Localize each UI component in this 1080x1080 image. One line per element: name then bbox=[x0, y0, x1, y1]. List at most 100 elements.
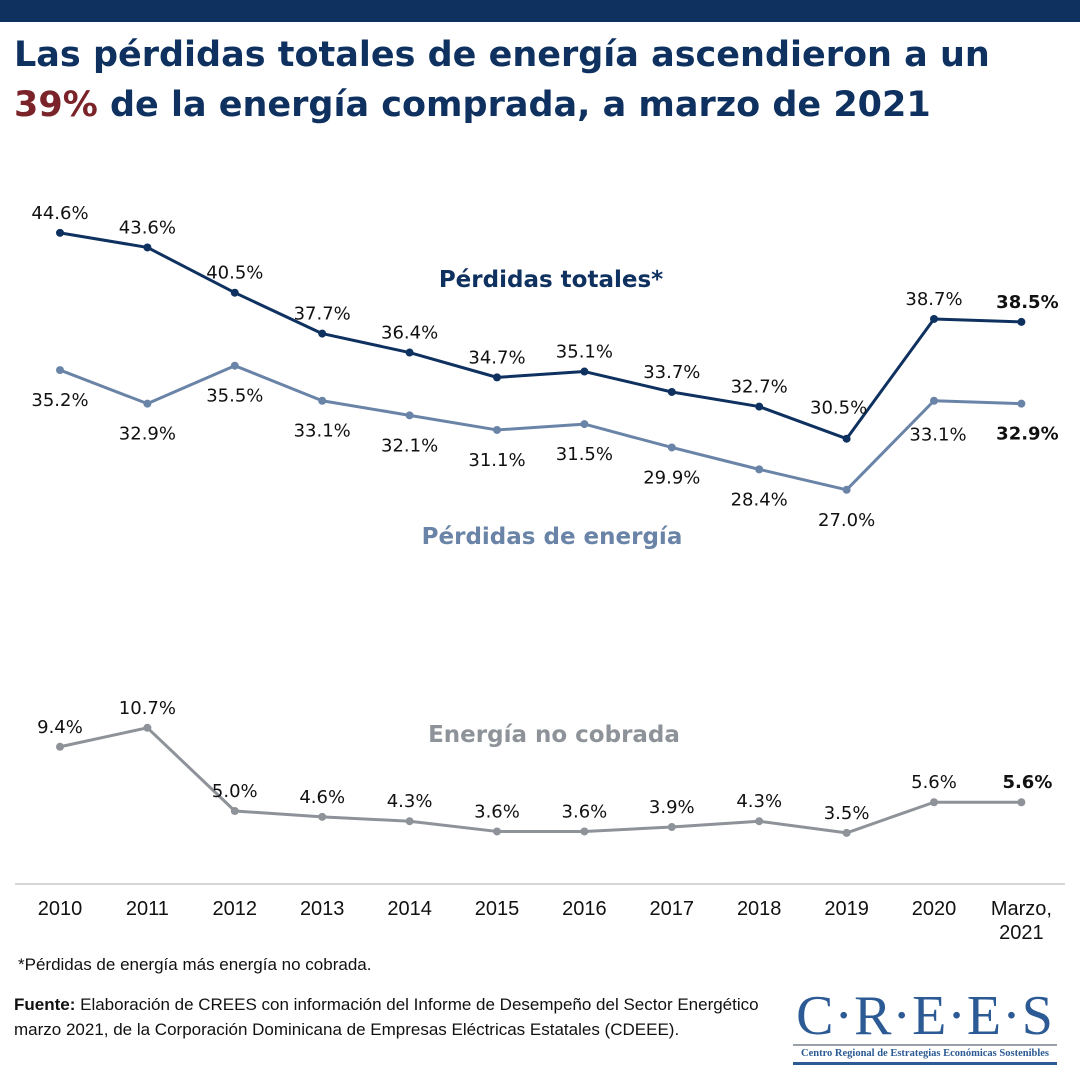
data-label-energia-no-cobrada: 5.6% bbox=[911, 772, 957, 793]
data-label-perdidas-de-energia: 31.5% bbox=[556, 444, 613, 465]
x-tick-label: 2013 bbox=[300, 898, 345, 920]
x-tick-label: 2016 bbox=[562, 898, 607, 920]
data-point-perdidas-de-energia bbox=[667, 443, 676, 452]
series-line-perdidas-totales bbox=[59, 231, 1022, 441]
x-tick-label: 2012 bbox=[213, 898, 258, 920]
data-label-perdidas-totales: 35.1% bbox=[556, 342, 613, 363]
data-point-energia-no-cobrada bbox=[842, 828, 851, 837]
data-label-energia-no-cobrada: 4.3% bbox=[736, 791, 782, 812]
data-label-perdidas-totales: 36.4% bbox=[381, 323, 438, 344]
data-label-energia-no-cobrada: 5.0% bbox=[212, 781, 258, 802]
data-label-energia-no-cobrada: 3.9% bbox=[649, 797, 695, 818]
data-label-perdidas-totales: 34.7% bbox=[468, 347, 525, 368]
data-label-energia-no-cobrada: 5.6% bbox=[1002, 772, 1052, 793]
data-label-perdidas-de-energia: 33.1% bbox=[294, 421, 351, 442]
data-point-perdidas-de-energia bbox=[493, 425, 501, 434]
data-label-perdidas-de-energia: 32.9% bbox=[119, 424, 176, 445]
data-point-perdidas-totales bbox=[405, 348, 414, 357]
data-point-perdidas-de-energia bbox=[318, 396, 327, 405]
data-point-perdidas-de-energia bbox=[930, 396, 938, 405]
title-part2: de la energía comprada, a marzo de 2021 bbox=[97, 85, 931, 125]
source-label: Fuente: bbox=[14, 995, 76, 1014]
data-point-perdidas-totales bbox=[755, 402, 764, 411]
x-tick-label: 2017 bbox=[650, 898, 695, 920]
data-label-energia-no-cobrada: 4.6% bbox=[299, 787, 345, 808]
data-label-perdidas-de-energia: 28.4% bbox=[731, 489, 788, 510]
data-point-perdidas-de-energia bbox=[755, 465, 764, 474]
logo-subtitle: Centro Regional de Estrategias Económica… bbox=[800, 1048, 1049, 1059]
data-point-perdidas-totales bbox=[930, 314, 938, 323]
data-point-perdidas-totales bbox=[143, 243, 152, 252]
series-line-energia-no-cobrada bbox=[59, 726, 1022, 835]
data-point-perdidas-de-energia bbox=[1017, 399, 1026, 408]
data-point-energia-no-cobrada bbox=[580, 827, 589, 836]
data-point-energia-no-cobrada bbox=[318, 812, 327, 821]
data-label-energia-no-cobrada: 10.7% bbox=[119, 698, 176, 719]
data-point-energia-no-cobrada bbox=[56, 742, 64, 751]
logo-wordmark: C·R·E·E·S bbox=[796, 985, 1054, 1047]
data-point-perdidas-de-energia bbox=[405, 411, 414, 420]
data-label-perdidas-totales: 30.5% bbox=[810, 398, 867, 419]
data-point-energia-no-cobrada bbox=[667, 823, 676, 832]
x-tick-label: 2015 bbox=[475, 898, 520, 920]
x-tick-label: 2019 bbox=[824, 898, 869, 920]
data-label-energia-no-cobrada: 4.3% bbox=[387, 791, 433, 812]
data-point-perdidas-totales bbox=[56, 228, 64, 237]
data-label-layer: 44.6% 43.6% 40.5% 37.7% 36.4% 34.7% 35.1% 33.7%… bbox=[31, 203, 1058, 824]
data-label-perdidas-de-energia: 35.2% bbox=[31, 390, 88, 411]
series-label-energia-no-cobrada: Energía no cobrada bbox=[428, 722, 680, 748]
data-label-perdidas-de-energia: 27.0% bbox=[818, 510, 875, 531]
data-point-perdidas-totales bbox=[230, 288, 239, 297]
title-part1: Las pérdidas totales de energía ascendie… bbox=[14, 35, 990, 75]
data-label-perdidas-totales: 38.5% bbox=[996, 292, 1058, 313]
data-point-perdidas-totales bbox=[667, 387, 676, 396]
logo-divider bbox=[793, 1044, 1057, 1046]
data-point-energia-no-cobrada bbox=[230, 807, 239, 815]
data-point-energia-no-cobrada bbox=[1017, 798, 1026, 807]
data-point-energia-no-cobrada bbox=[930, 798, 938, 807]
data-point-perdidas-de-energia bbox=[56, 366, 64, 375]
x-tick-label: 2021 bbox=[999, 922, 1044, 944]
data-label-perdidas-de-energia: 31.1% bbox=[468, 450, 525, 471]
data-label-perdidas-totales: 33.7% bbox=[643, 362, 700, 383]
x-tick-label: 2011 bbox=[126, 898, 169, 920]
data-label-perdidas-totales: 43.6% bbox=[119, 217, 176, 238]
source-note: Fuente: Elaboración de CREES con informa… bbox=[14, 992, 774, 1042]
data-label-perdidas-totales: 32.7% bbox=[731, 377, 788, 398]
data-label-energia-no-cobrada: 3.6% bbox=[474, 801, 520, 822]
line-chart: 44.6% 43.6% 40.5% 37.7% 36.4% 34.7% 35.1% 33.7%… bbox=[15, 203, 1065, 944]
x-tick-label: 2020 bbox=[912, 898, 957, 920]
series-label-perdidas-energia: Pérdidas de energía bbox=[422, 524, 683, 550]
data-point-perdidas-de-energia bbox=[842, 485, 851, 494]
data-point-perdidas-de-energia bbox=[143, 399, 152, 408]
data-label-perdidas-de-energia: 29.9% bbox=[643, 467, 700, 488]
x-tick-label: 2018 bbox=[737, 898, 782, 920]
x-tick-layer: 2010 2011 2012 2013 2014 2015 2016 2017 2018 2019… bbox=[38, 898, 1052, 944]
data-label-energia-no-cobrada: 3.5% bbox=[824, 803, 870, 824]
data-point-energia-no-cobrada bbox=[143, 723, 152, 732]
logo-underline bbox=[793, 1062, 1057, 1065]
x-tick-label: Marzo, bbox=[991, 898, 1052, 920]
series-layer bbox=[56, 228, 1026, 837]
data-point-perdidas-totales bbox=[318, 329, 327, 338]
data-point-perdidas-totales bbox=[580, 367, 589, 376]
data-point-perdidas-totales bbox=[1017, 317, 1026, 326]
data-label-energia-no-cobrada: 9.4% bbox=[37, 717, 83, 738]
data-point-perdidas-de-energia bbox=[230, 361, 239, 370]
data-point-perdidas-totales bbox=[493, 373, 501, 382]
data-point-energia-no-cobrada bbox=[493, 827, 501, 836]
data-label-perdidas-totales: 44.6% bbox=[31, 203, 88, 224]
footnote: *Pérdidas de energía más energía no cobr… bbox=[18, 955, 372, 974]
data-point-energia-no-cobrada bbox=[405, 817, 414, 826]
series-line-perdidas-de-energia bbox=[59, 364, 1022, 492]
data-label-perdidas-de-energia: 32.9% bbox=[996, 424, 1058, 445]
data-label-perdidas-totales: 38.7% bbox=[905, 289, 962, 310]
top-banner bbox=[0, 0, 1080, 22]
data-point-perdidas-totales bbox=[842, 434, 851, 443]
title-highlight: 39% bbox=[14, 85, 98, 125]
data-label-perdidas-totales: 40.5% bbox=[206, 263, 263, 284]
series-label-perdidas-totales: Pérdidas totales* bbox=[439, 267, 663, 293]
data-label-energia-no-cobrada: 3.6% bbox=[562, 801, 608, 822]
data-point-energia-no-cobrada bbox=[755, 817, 764, 826]
data-point-perdidas-de-energia bbox=[580, 420, 589, 429]
